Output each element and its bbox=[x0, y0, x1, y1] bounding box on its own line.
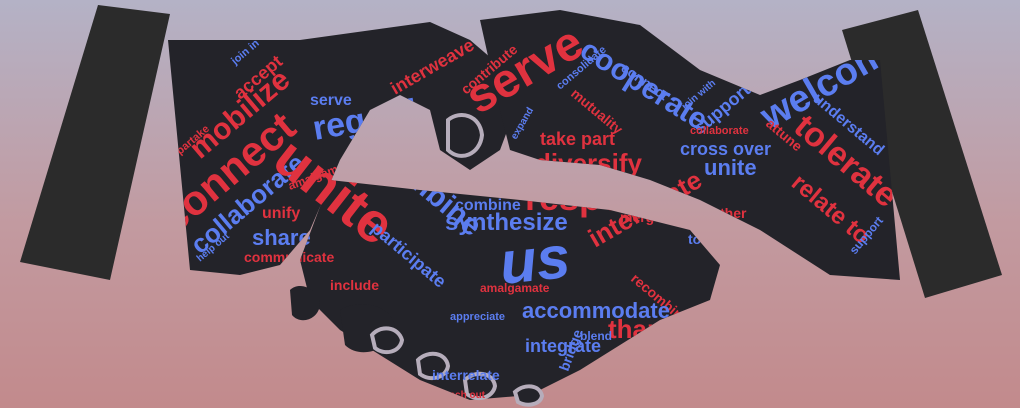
word-unite-small: unite bbox=[704, 155, 757, 180]
left-cuff bbox=[20, 5, 170, 280]
hand-outlines bbox=[369, 113, 545, 407]
word-come-together: come together bbox=[650, 205, 747, 221]
word-integrate: integrate bbox=[525, 336, 601, 356]
word-merge: merge bbox=[620, 209, 662, 225]
word-unify: unify bbox=[262, 205, 300, 222]
word-communicate: communicate bbox=[244, 249, 334, 265]
word-accommodate: accommodate bbox=[522, 298, 670, 323]
word-appreciate: appreciate bbox=[450, 311, 505, 323]
word-share: share bbox=[252, 225, 311, 250]
word-reach-out: reach out bbox=[440, 390, 486, 401]
word-synthesize: synthesize bbox=[445, 209, 568, 236]
word-diversify: diversify bbox=[535, 148, 642, 178]
word-take-part: take part bbox=[540, 129, 615, 149]
word-interrelate-small: interrelate bbox=[432, 367, 500, 383]
word-tolerate-small: tolerate bbox=[688, 231, 739, 247]
word-blend: blend bbox=[580, 329, 612, 343]
word-marry: marry bbox=[366, 129, 408, 162]
word-collaborate-small: collaborate bbox=[690, 125, 749, 137]
word-combine: combine bbox=[455, 197, 521, 214]
word-us: us bbox=[496, 223, 573, 297]
hands-silhouette bbox=[168, 10, 900, 400]
word-amalgamate-small: amalgamate bbox=[480, 281, 550, 295]
word-cross-over: cross over bbox=[680, 139, 771, 159]
word-include: include bbox=[330, 277, 379, 293]
word-serve-small: serve bbox=[310, 92, 352, 109]
word-thank: thank bbox=[608, 314, 678, 344]
